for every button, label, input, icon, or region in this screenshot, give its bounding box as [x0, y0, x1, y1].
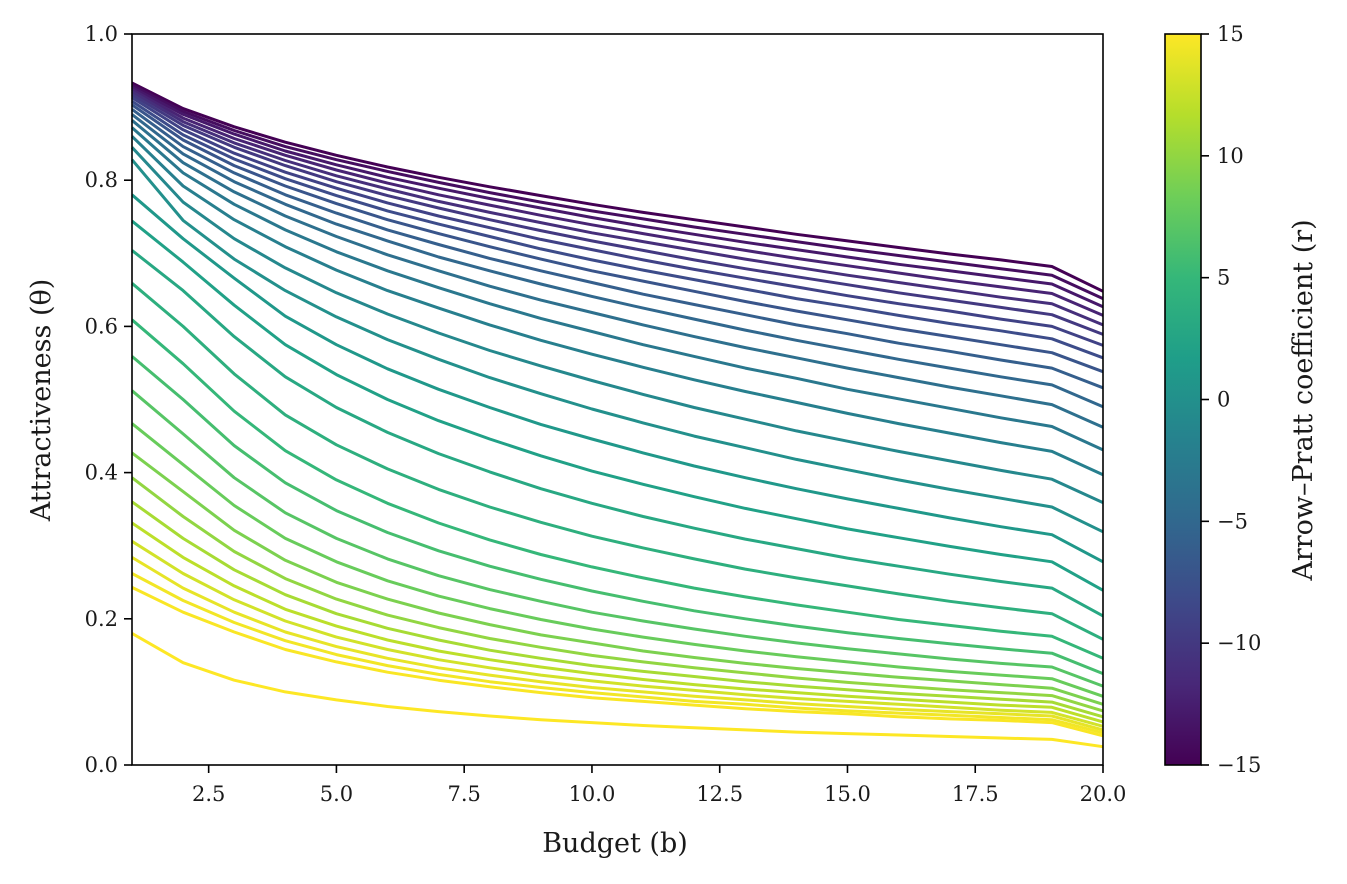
series-line-21: [131, 355, 1104, 675]
series-line-0: [131, 81, 1104, 293]
series-line-20: [131, 318, 1104, 660]
colorbar-tick-label-2: −5: [1217, 509, 1248, 533]
series-line-11: [131, 119, 1104, 429]
series-line-29: [131, 556, 1104, 732]
x-tick-label-0: 2.5: [192, 782, 225, 806]
y-axis-label: Attractiveness (θ): [26, 279, 57, 523]
colorbar-tick-label-4: 5: [1217, 266, 1230, 290]
x-axis-label: Budget (b): [542, 828, 688, 859]
series-line-10: [131, 113, 1104, 409]
y-tick-label-4: 0.8: [85, 168, 118, 192]
series-line-7: [131, 100, 1104, 360]
plot-frame: [131, 33, 1104, 766]
series-line-16: [131, 193, 1104, 564]
series-line-12: [131, 126, 1104, 452]
series-line-25: [131, 476, 1104, 713]
y-tick-label-3: 0.6: [85, 314, 118, 338]
series-line-26: [131, 500, 1104, 719]
series-line-19: [131, 282, 1104, 641]
colorbar-ticks: −15 −10 −5 0 5 10 15: [1201, 22, 1261, 777]
series-line-1: [131, 83, 1104, 300]
series-line-32: [131, 632, 1104, 749]
series-line-30: [131, 572, 1104, 735]
y-tick-label-2: 0.4: [85, 461, 118, 485]
series-line-17: [131, 219, 1104, 592]
series-line-8: [131, 103, 1104, 374]
series-line-9: [131, 108, 1104, 390]
y-tick-label-0: 0.0: [85, 753, 118, 777]
series-line-6: [131, 96, 1104, 347]
x-tick-label-4: 12.5: [696, 782, 743, 806]
series-line-28: [131, 540, 1104, 728]
x-tick-label-7: 20.0: [1080, 782, 1127, 806]
series-line-22: [131, 389, 1104, 688]
colorbar-tick-label-5: 10: [1217, 144, 1244, 168]
colorbar-tick-label-3: 0: [1217, 388, 1230, 412]
colorbar-tick-label-0: −15: [1217, 753, 1261, 777]
series-line-2: [131, 86, 1104, 309]
series-line-31: [131, 586, 1104, 738]
x-tick-label-1: 5.0: [320, 782, 353, 806]
series-line-23: [131, 422, 1104, 698]
colorbar: [1164, 33, 1202, 766]
x-tick-label-5: 15.0: [824, 782, 871, 806]
x-tick-label-3: 10.0: [569, 782, 616, 806]
series-line-14: [130, 146, 1104, 504]
series-line-18: [131, 249, 1104, 618]
colorbar-tick-label-1: −10: [1217, 631, 1261, 655]
x-tick-label-2: 7.5: [447, 782, 480, 806]
x-axis-ticks: 2.5 5.0 7.5 10.0 12.5 15.0 17.5 20.0: [192, 765, 1126, 806]
series-lines: [130, 81, 1104, 749]
series-line-13: [130, 135, 1104, 477]
y-tick-label-5: 1.0: [85, 22, 118, 46]
colorbar-label: Arrow–Pratt coefficient (r): [1288, 219, 1319, 581]
series-line-27: [131, 521, 1104, 724]
series-line-15: [130, 158, 1104, 534]
series-line-24: [131, 451, 1104, 706]
series-line-4: [131, 90, 1104, 327]
y-tick-label-1: 0.2: [85, 607, 118, 631]
colorbar-tick-label-6: 15: [1217, 22, 1244, 46]
y-axis-ticks: 0.0 0.2 0.4 0.6 0.8 1.0: [85, 22, 132, 777]
series-line-5: [131, 93, 1104, 336]
x-tick-label-6: 17.5: [952, 782, 999, 806]
series-line-3: [131, 88, 1104, 317]
